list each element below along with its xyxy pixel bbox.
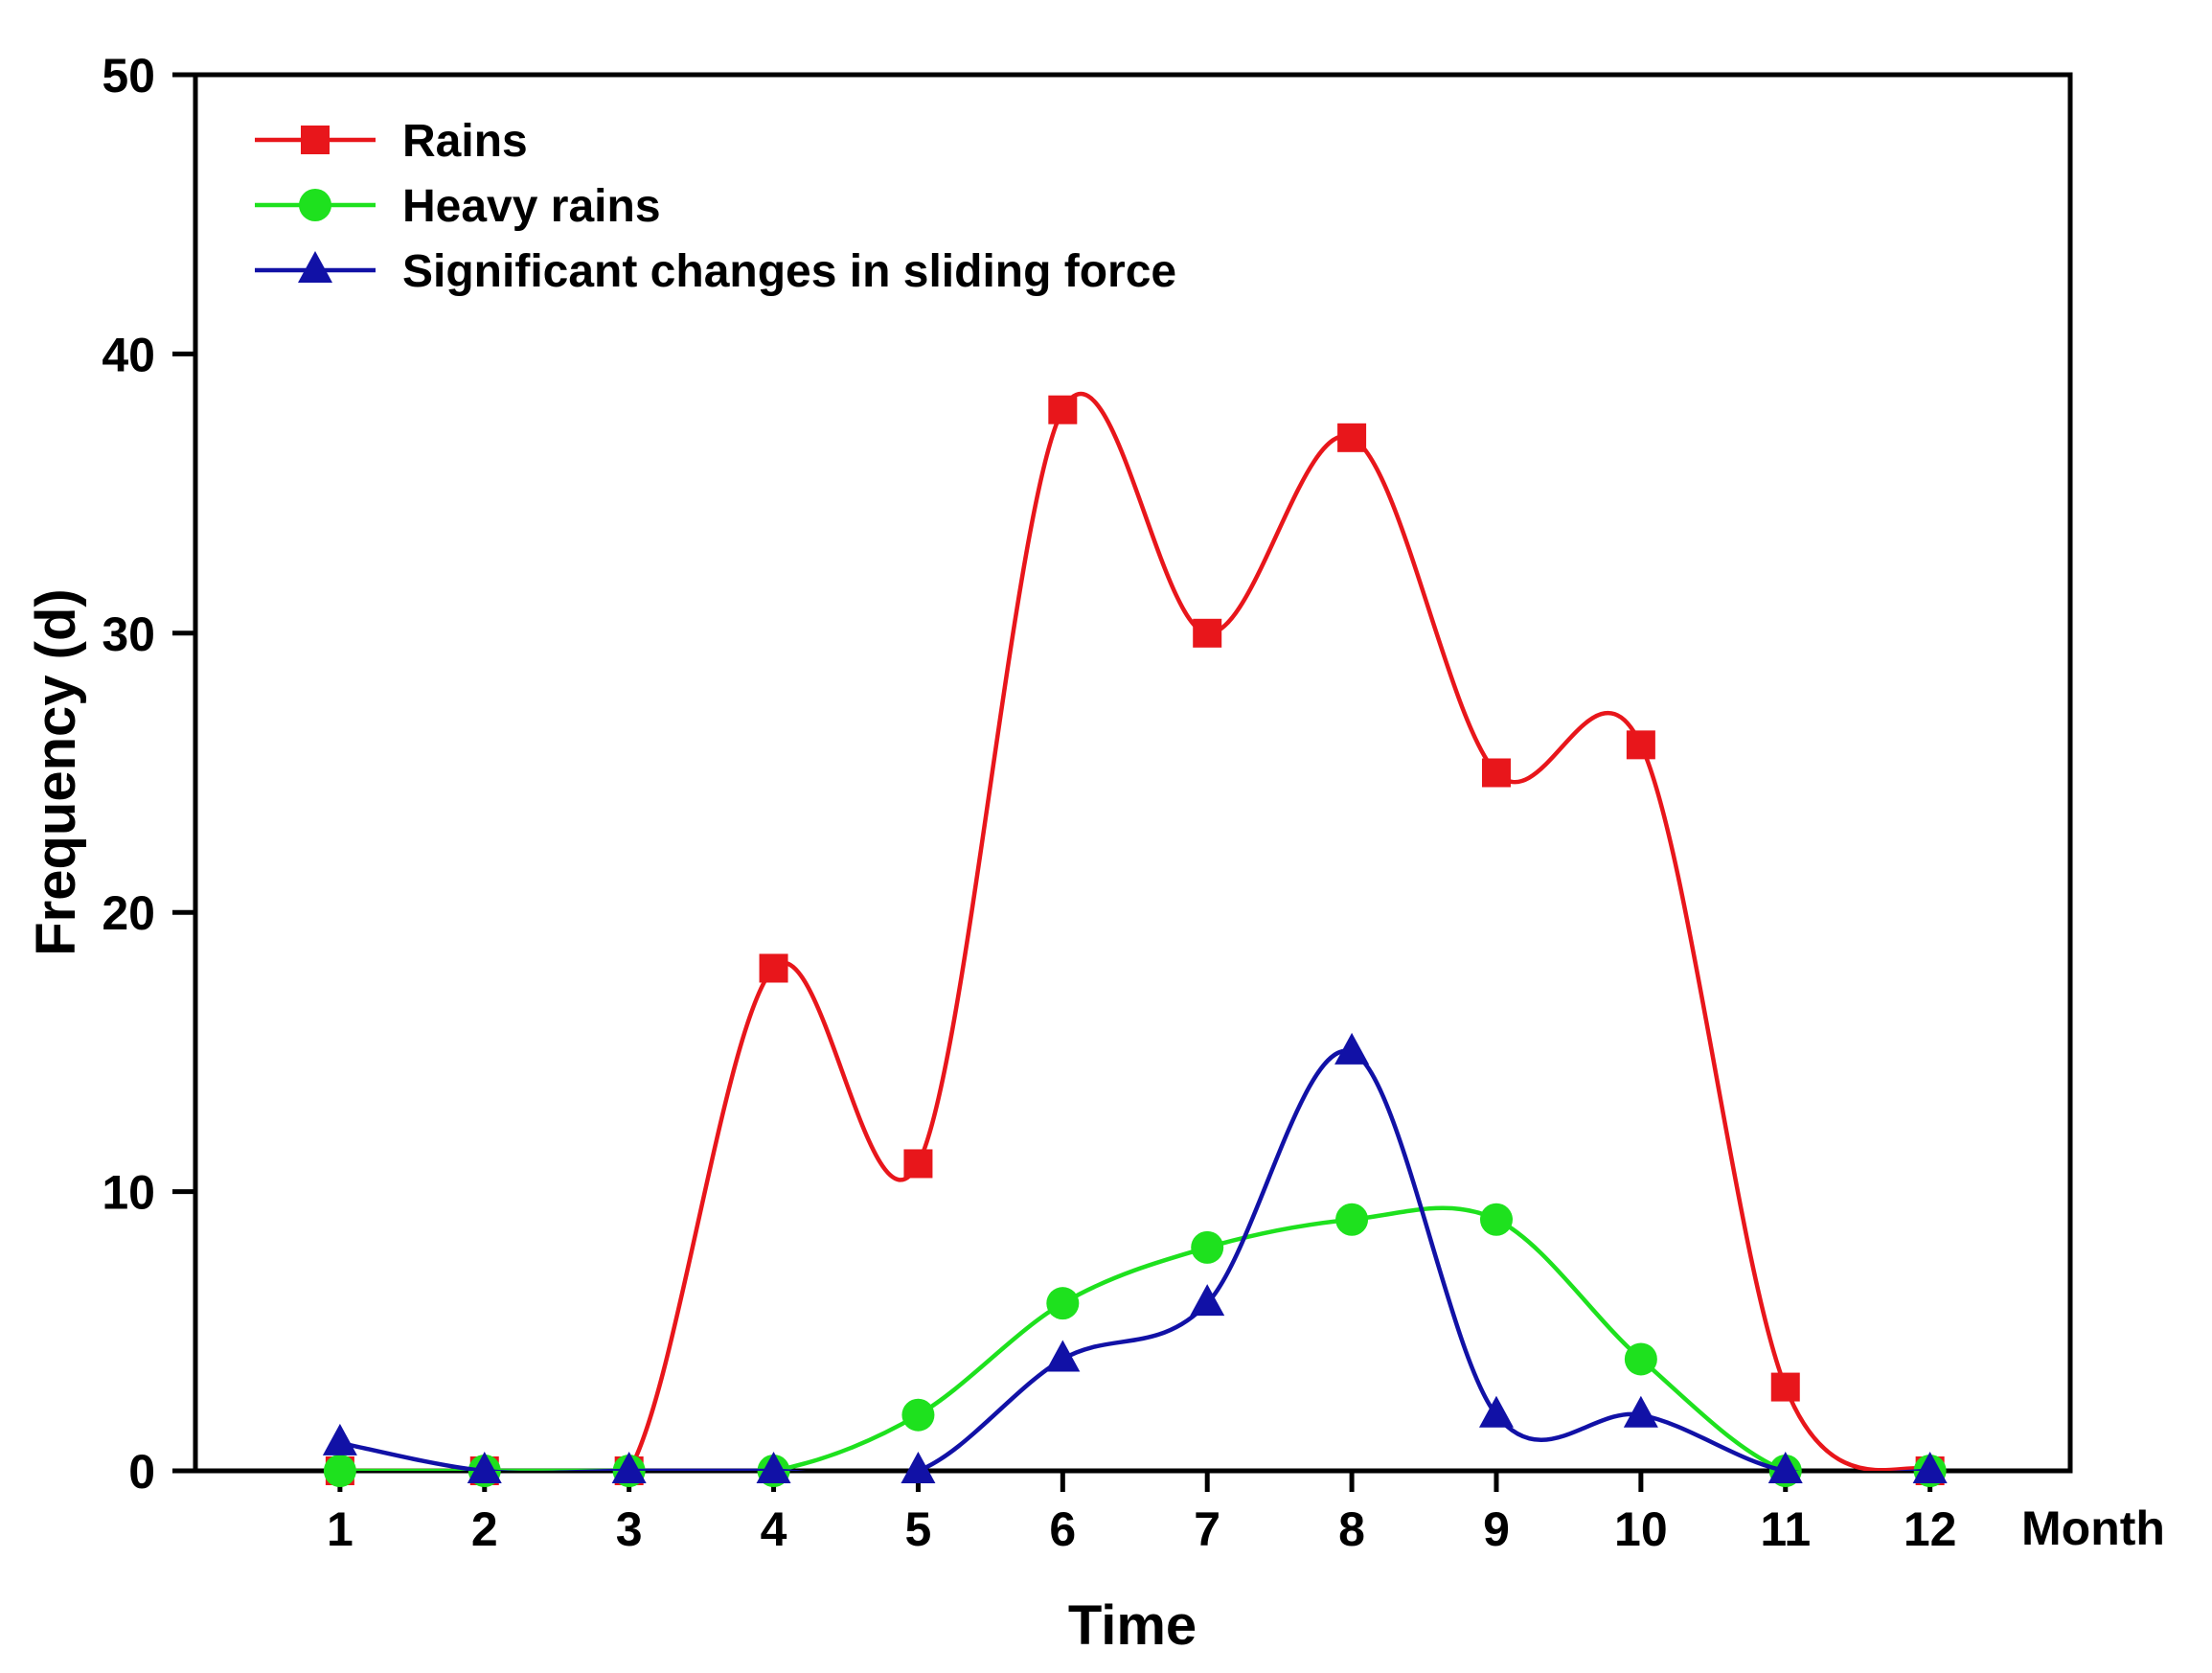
data-point-significant-changes-in-sliding-force — [1334, 1032, 1370, 1065]
x-tick-label: 4 — [761, 1502, 787, 1556]
data-point-rains — [1481, 758, 1511, 788]
x-tick-label: 1 — [327, 1502, 353, 1556]
data-point-heavy-rains — [901, 1398, 935, 1432]
series-line-significant-changes-in-sliding-force — [339, 1048, 1930, 1471]
plot-frame — [193, 72, 2073, 1474]
data-point-significant-changes-in-sliding-force — [756, 1452, 791, 1483]
data-point-heavy-rains — [1335, 1203, 1369, 1236]
x-axis-unit-label: Month — [2021, 1501, 2165, 1555]
data-point-significant-changes-in-sliding-force — [1623, 1395, 1658, 1428]
data-point-significant-changes-in-sliding-force — [611, 1452, 647, 1483]
x-axis: 1 2 3 4 5 6 7 8 9 10 11 12 — [327, 1471, 1956, 1556]
data-point-significant-changes-in-sliding-force — [1478, 1395, 1514, 1428]
data-point-heavy-rains — [1624, 1342, 1657, 1376]
x-tick-label: 2 — [471, 1502, 498, 1556]
data-point-heavy-rains — [323, 1455, 356, 1487]
x-tick-label: 5 — [905, 1502, 932, 1556]
data-point-heavy-rains — [1046, 1287, 1080, 1320]
data-point-rains — [1193, 618, 1222, 648]
y-tick-label: 40 — [102, 328, 155, 381]
series-significant-changes-in-sliding-force — [322, 1032, 1948, 1483]
data-point-significant-changes-in-sliding-force — [1767, 1452, 1803, 1483]
data-point-significant-changes-in-sliding-force — [1045, 1340, 1081, 1372]
y-axis-title: Frequency (d) — [25, 588, 87, 956]
x-tick-label: 11 — [1760, 1502, 1811, 1556]
y-tick-label: 20 — [102, 886, 155, 940]
data-point-heavy-rains — [1479, 1203, 1513, 1236]
x-tick-label: 7 — [1194, 1502, 1220, 1556]
x-axis-title: Time — [1068, 1594, 1197, 1657]
data-point-rains — [1770, 1372, 1800, 1402]
legend-label: Heavy rains — [402, 181, 661, 232]
y-tick-label: 50 — [102, 49, 155, 103]
x-tick-label: 9 — [1483, 1502, 1510, 1556]
legend-label: Rains — [402, 116, 528, 167]
y-tick-label: 30 — [102, 607, 155, 661]
series-line-rains — [339, 391, 1931, 1471]
x-tick-label: 3 — [616, 1502, 643, 1556]
data-point-rains — [1626, 730, 1655, 760]
y-tick-label: 0 — [128, 1445, 155, 1499]
data-point-rains — [1337, 423, 1367, 452]
data-point-heavy-rains — [1191, 1230, 1224, 1264]
data-point-significant-changes-in-sliding-force — [1190, 1284, 1225, 1317]
data-point-significant-changes-in-sliding-force — [467, 1452, 502, 1483]
legend-swatch-marker — [301, 126, 330, 154]
data-point-significant-changes-in-sliding-force — [322, 1423, 357, 1455]
data-point-significant-changes-in-sliding-force — [1912, 1452, 1948, 1483]
x-tick-label: 12 — [1904, 1502, 1957, 1556]
x-tick-label: 10 — [1614, 1502, 1668, 1556]
data-point-rains — [903, 1149, 933, 1179]
legend: Rains Heavy rains Significant changes in s… — [255, 116, 1176, 297]
series-layer — [322, 391, 1948, 1487]
x-tick-label: 8 — [1338, 1502, 1365, 1556]
legend-swatch-marker — [299, 189, 331, 221]
data-point-significant-changes-in-sliding-force — [901, 1452, 936, 1483]
y-axis: 0 10 20 30 40 50 — [102, 49, 195, 1499]
legend-label: Significant changes in sliding force — [402, 246, 1176, 297]
data-point-rains — [1048, 395, 1078, 424]
legend-item-rains: Rains — [255, 116, 528, 167]
legend-item-heavy-rains: Heavy rains — [255, 181, 661, 232]
legend-item-significant-changes-in-sliding-force: Significant changes in sliding force — [255, 246, 1176, 297]
data-point-rains — [759, 953, 788, 983]
legend-swatch-marker — [298, 251, 332, 283]
series-heavy-rains — [323, 1203, 1947, 1487]
series-line-heavy-rains — [339, 1205, 1930, 1471]
x-tick-label: 6 — [1049, 1502, 1076, 1556]
y-tick-label: 10 — [102, 1166, 155, 1220]
